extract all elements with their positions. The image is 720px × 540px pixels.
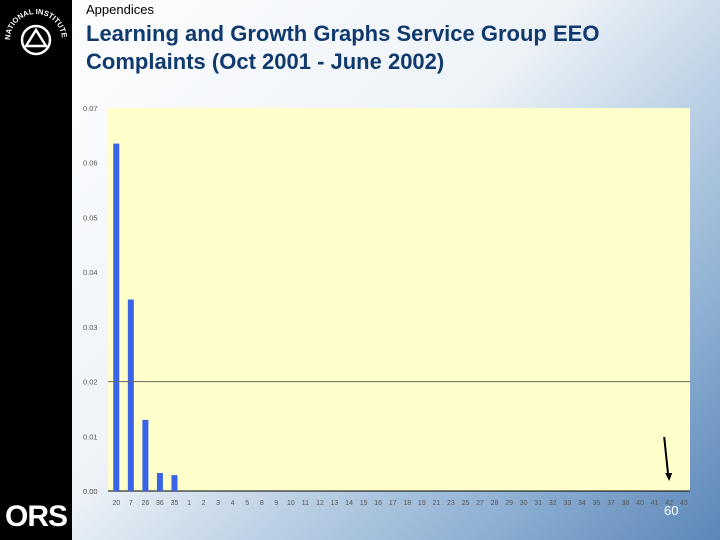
x-tick-label: 33	[563, 500, 571, 507]
x-tick-label: 7	[129, 500, 133, 507]
bar	[156, 472, 163, 491]
left-brand-bar: NATIONAL INSTITUTES OF HEALTH ORS	[0, 0, 72, 540]
x-tick-label: 30	[520, 500, 528, 507]
x-tick-label: 5	[245, 500, 249, 507]
x-tick-label: 1	[187, 500, 191, 507]
x-tick-label: 2	[202, 500, 206, 507]
x-tick-label: 36	[156, 500, 164, 507]
x-tick-label: 9	[274, 500, 278, 507]
ors-logo: ORS	[5, 500, 68, 533]
bar	[113, 143, 120, 492]
bar	[127, 299, 134, 491]
x-tick-label: 43	[680, 500, 688, 507]
x-tick-label: 19	[418, 500, 426, 507]
x-tick-label: 14	[345, 500, 353, 507]
y-tick-label: 0.07	[83, 104, 98, 113]
nih-seal-icon: NATIONAL INSTITUTES OF HEALTH	[2, 2, 69, 56]
y-axis: 0.00 0.01 0.02 0.03 0.04 0.05 0.06 0.07	[83, 104, 690, 496]
x-tick-label: 10	[287, 500, 295, 507]
x-tick-label: 21	[432, 500, 440, 507]
x-tick-label: 35	[593, 500, 601, 507]
svg-text:NATIONAL INSTITUTES OF HEALTH: NATIONAL INSTITUTES OF HEALTH	[2, 2, 69, 40]
bar-series	[113, 143, 178, 492]
x-tick-label: 35	[171, 500, 179, 507]
bar	[142, 419, 149, 491]
slide-title: Learning and Growth Graphs Service Group…	[86, 21, 600, 74]
x-tick-label: 17	[389, 500, 397, 507]
x-tick-label: 42	[665, 500, 673, 507]
x-tick-label: 26	[141, 500, 149, 507]
y-tick-label: 0.04	[83, 268, 98, 277]
y-tick-label: 0.02	[83, 378, 98, 387]
y-tick-label: 0.00	[83, 487, 98, 496]
x-tick-label: 12	[316, 500, 324, 507]
y-tick-label: 0.03	[83, 323, 98, 332]
bar	[171, 475, 178, 491]
x-tick-label: 29	[505, 500, 513, 507]
x-tick-label: 41	[651, 500, 659, 507]
y-tick-label: 0.05	[83, 213, 98, 222]
x-tick-label: 40	[636, 500, 644, 507]
x-tick-label: 20	[112, 500, 120, 507]
x-tick-label: 4	[231, 500, 235, 507]
x-tick-label: 38	[622, 500, 630, 507]
plot-area	[108, 108, 690, 491]
y-tick-label: 0.01	[83, 432, 98, 441]
x-tick-label: 11	[302, 500, 309, 507]
x-tick-label: 3	[216, 500, 220, 507]
x-axis: 20 7 26 36 35 1 2 3 4 5 8 9 10 11 12 13 14 15 16 17 18 19 21 23…	[112, 500, 687, 507]
x-tick-label: 8	[260, 500, 264, 507]
y-tick-label: 0.06	[83, 159, 98, 168]
x-tick-label: 25	[462, 500, 470, 507]
x-tick-label: 31	[534, 500, 542, 507]
page-number: 60	[664, 503, 679, 518]
x-tick-label: 27	[476, 500, 484, 507]
x-tick-label: 37	[607, 500, 615, 507]
x-tick-label: 23	[447, 500, 455, 507]
section-label: Appendices	[86, 2, 154, 17]
x-tick-label: 34	[578, 500, 586, 507]
x-tick-label: 18	[403, 500, 411, 507]
x-tick-label: 15	[360, 500, 368, 507]
annotation-arrow-icon	[663, 436, 673, 481]
bar-chart: 0.00 0.01 0.02 0.03 0.04 0.05 0.06 0.07 20 7 26 36…	[83, 104, 690, 507]
x-tick-label: 16	[374, 500, 382, 507]
x-tick-label: 13	[331, 500, 339, 507]
x-tick-label: 32	[549, 500, 557, 507]
x-tick-label: 28	[491, 500, 499, 507]
